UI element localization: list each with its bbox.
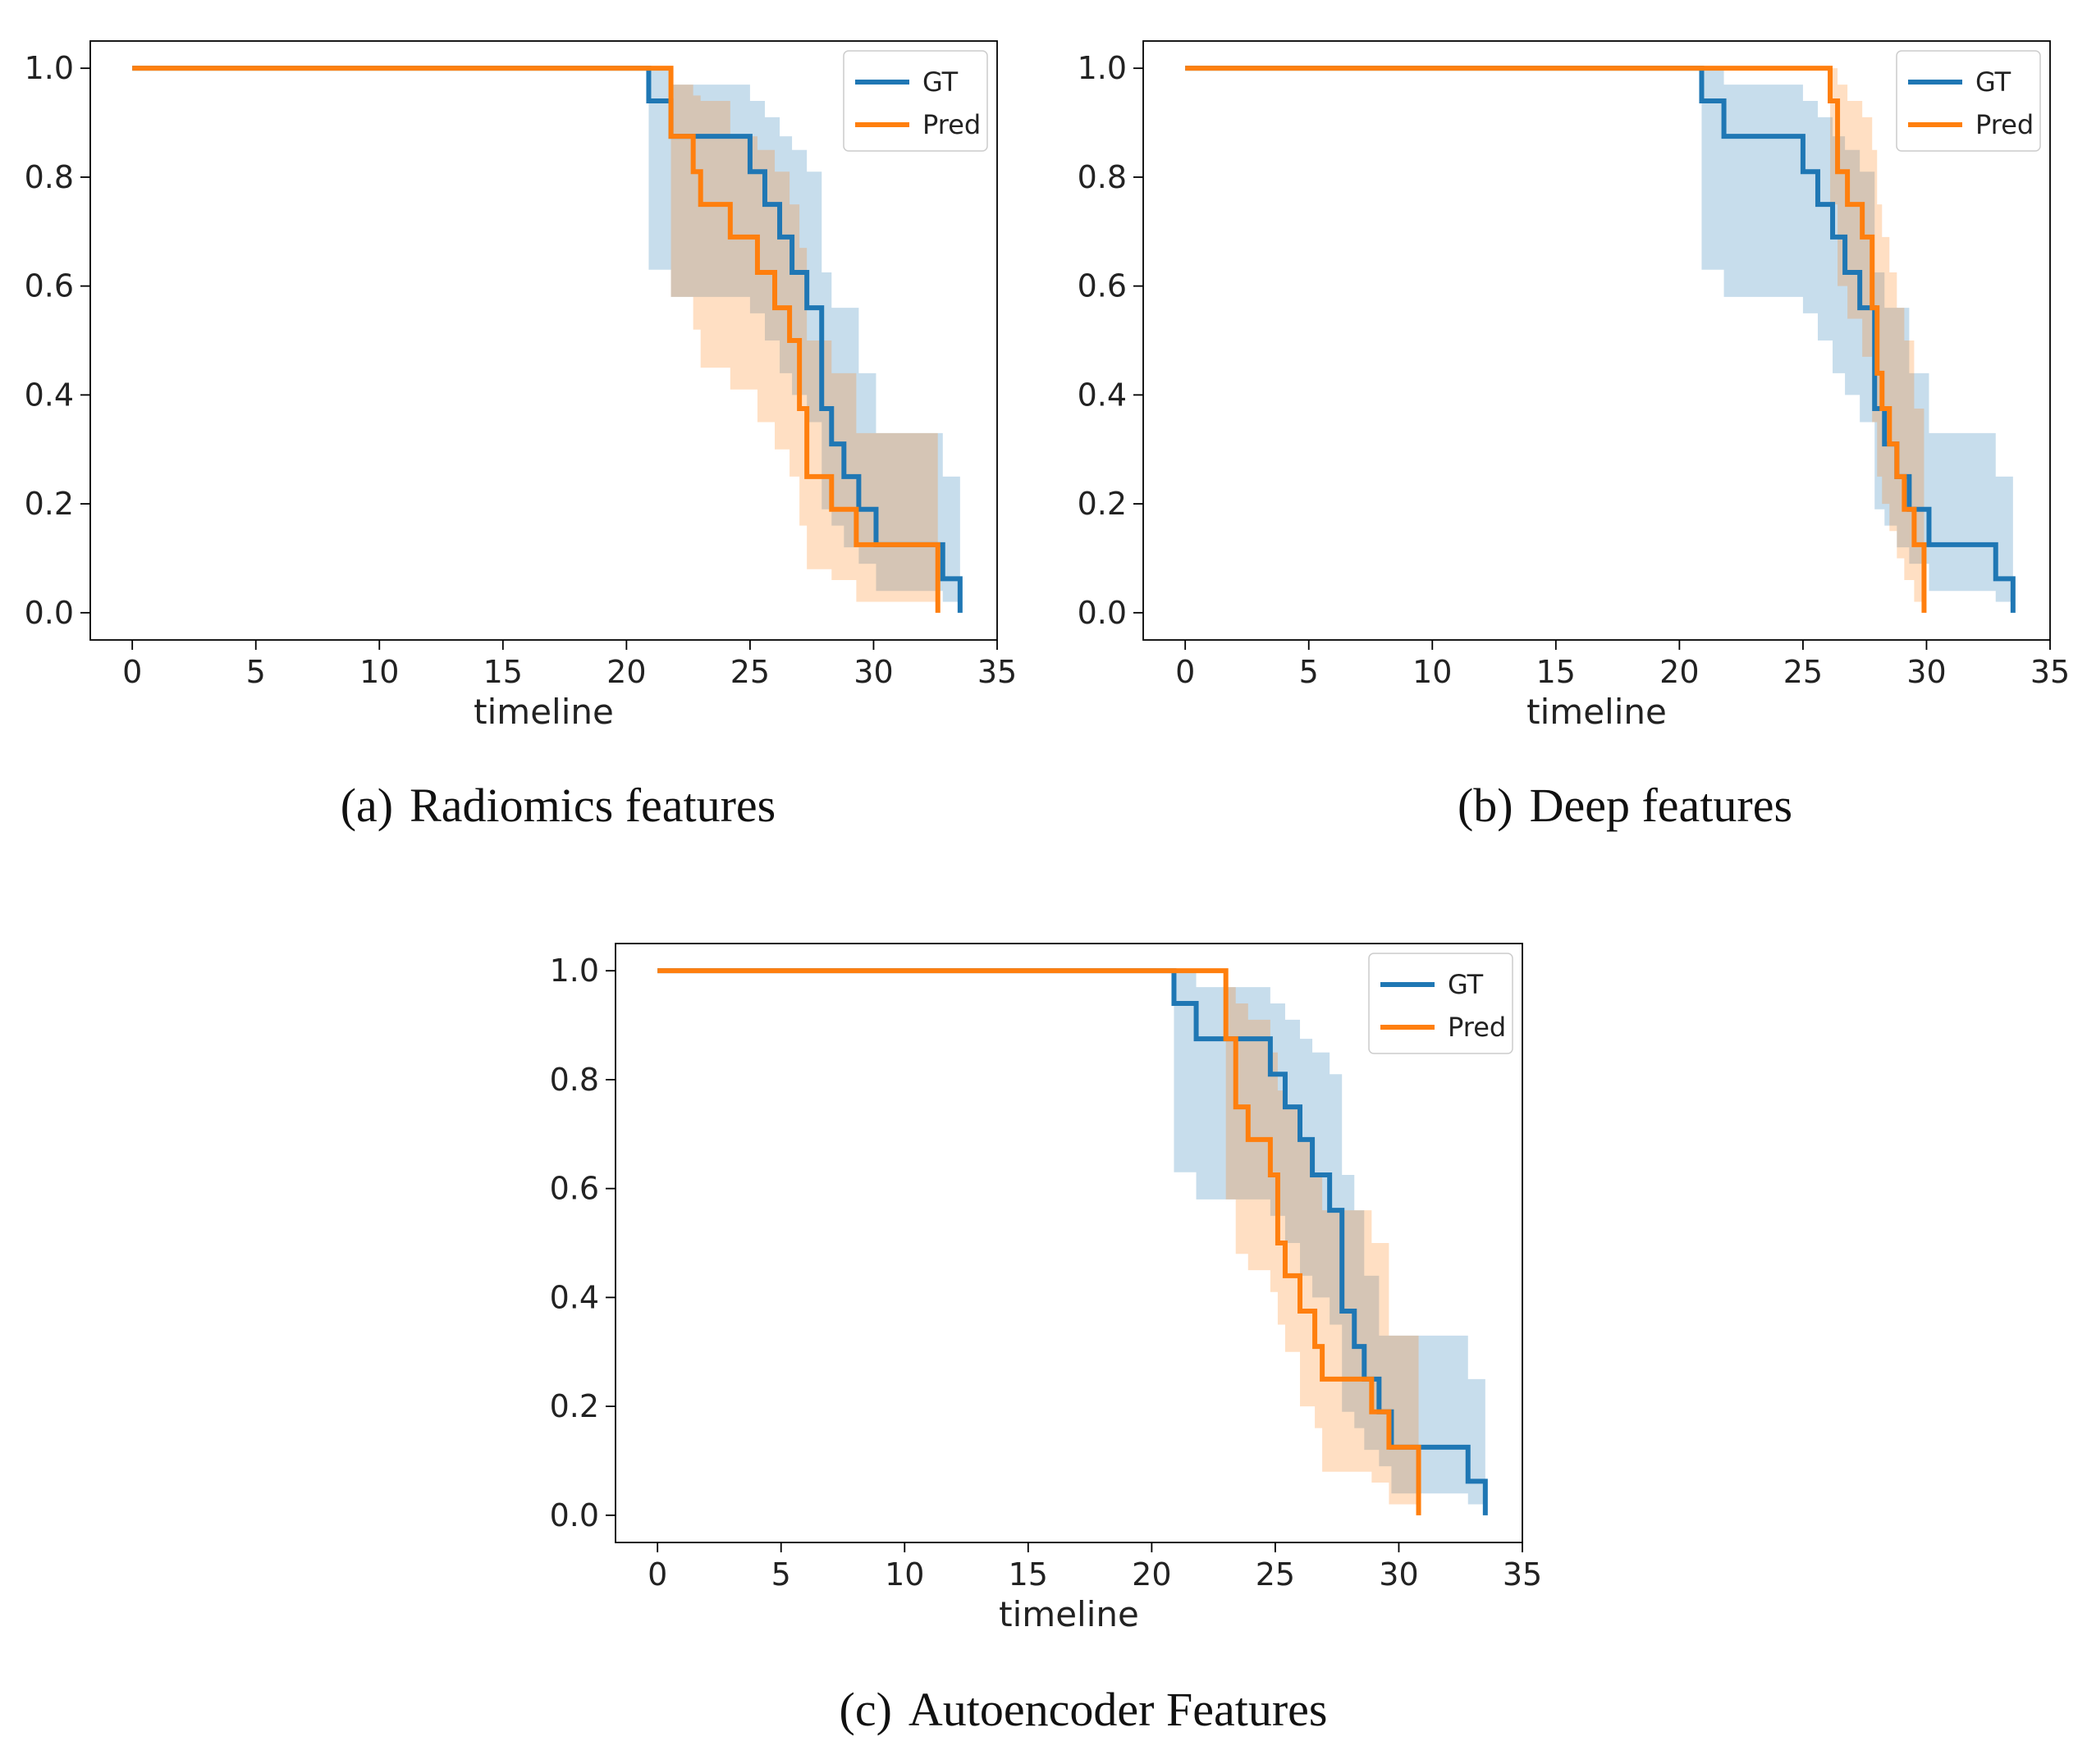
panel-b-ytick-label: 0.6 [1078, 268, 1127, 304]
panel-c-xtick-label: 25 [1256, 1556, 1295, 1593]
panel-b-ci-band-pred [1185, 68, 1925, 602]
caption-c: (c) Autoencoder Features [755, 1682, 1412, 1737]
panel-b-bands [1185, 68, 2013, 602]
panel-b-ytick-label: 0.4 [1078, 377, 1127, 413]
panel-a-ytick-label: 0.0 [25, 595, 74, 631]
panel-c-legend: GT Pred [1368, 953, 1513, 1054]
panel-b-line-pred [1185, 66, 1927, 613]
panel-c-xtick-label: 5 [771, 1556, 791, 1593]
chart-svg-a: 0 5 10 15 20 25 30 35 0.0 0.2 0.4 0.6 0.8 1.0 timeline… [25, 40, 1017, 732]
panel-b-ytick-label: 1.0 [1078, 50, 1127, 86]
panel-c-xtick-label: 20 [1132, 1556, 1171, 1593]
panel-c-xtick-label: 15 [1009, 1556, 1048, 1593]
panel-c-xlabel: timeline [999, 1594, 1139, 1634]
panel-b-xtick-label: 15 [1536, 654, 1576, 690]
panel-a-xlabel: timeline [474, 692, 614, 732]
panel-a-legend: GT Pred [843, 50, 988, 152]
panel-b-ytick-label: 0.2 [1078, 486, 1127, 522]
panel-b-legend-label-pred: Pred [1975, 109, 2034, 140]
panel-a-legend-label-gt: GT [922, 66, 959, 98]
panel-a-axes-frame [89, 40, 998, 641]
panel-a-xtick-label: 10 [359, 654, 399, 690]
panel-c-xtick-label: 30 [1379, 1556, 1418, 1593]
caption-tag-a: (a) [340, 779, 394, 832]
panel-c-ci-band-gt [657, 971, 1485, 1505]
panel-b-line-gt [1185, 66, 2016, 613]
panel-c-ytick-label: 0.2 [550, 1388, 599, 1424]
caption-tag-b: (b) [1457, 779, 1513, 832]
panel-c-xtick-label: 35 [1503, 1556, 1542, 1593]
panel-b-xtick-label: 20 [1659, 654, 1699, 690]
panel-b-axes-frame [1142, 40, 2051, 641]
panel-a-bands [132, 68, 960, 602]
panel-c-xtick-label: 10 [885, 1556, 924, 1593]
panel-b-legend-label-gt: GT [1975, 66, 2011, 98]
panel-c-axes-frame [615, 943, 1523, 1543]
chart-panel-b: 0 5 10 15 20 25 30 35 0.0 0.2 0.4 0.6 0.8 1.0 timeline… [1053, 16, 2087, 779]
panel-c-ytick-label: 0.4 [550, 1279, 599, 1315]
chart-svg-c: 0 5 10 15 20 25 30 35 0.0 0.2 0.4 0.6 0.8 1.0 timeline… [550, 943, 1542, 1634]
panel-c-ytick-label: 1.0 [550, 953, 599, 989]
panel-b-xtick-label: 25 [1783, 654, 1823, 690]
panel-c-ytick-label: 0.6 [550, 1171, 599, 1207]
panel-a-ytick-label: 0.4 [25, 377, 74, 413]
caption-b: (b) Deep features [1379, 778, 1871, 833]
panel-a-ytick-label: 1.0 [25, 50, 74, 86]
panel-b-legend: GT Pred [1896, 50, 2041, 152]
panel-b-xtick-label: 5 [1299, 654, 1319, 690]
panel-b-xtick-label: 35 [2030, 654, 2070, 690]
panel-a-ci-band-gt [132, 68, 960, 602]
chart-panel-c: 0 5 10 15 20 25 30 35 0.0 0.2 0.4 0.6 0.8 1.0 timeline… [525, 919, 1559, 1682]
panel-a-legend-label-pred: Pred [922, 109, 981, 140]
panel-b-ytick-label: 0.0 [1078, 595, 1127, 631]
panel-b-ci-band-gt [1185, 68, 2013, 602]
caption-text-a: Radiomics features [410, 779, 776, 832]
panel-a-xtick-label: 0 [122, 654, 142, 690]
panel-c-xtick-label: 0 [648, 1556, 667, 1593]
chart-svg-b: 0 5 10 15 20 25 30 35 0.0 0.2 0.4 0.6 0.8 1.0 timeline… [1078, 40, 2070, 732]
panel-b-xlabel: timeline [1526, 692, 1667, 732]
panel-c-legend-label-gt: GT [1448, 969, 1484, 1000]
panel-b-xtick-label: 30 [1906, 654, 1946, 690]
panel-c-legend-label-pred: Pred [1448, 1012, 1506, 1043]
panel-c-ytick-label: 0.8 [550, 1062, 599, 1098]
panel-a-xtick-label: 35 [977, 654, 1017, 690]
panel-a-ytick-label: 0.8 [25, 159, 74, 195]
panel-a-xtick-label: 30 [854, 654, 893, 690]
panel-a-xtick-label: 20 [606, 654, 646, 690]
panel-b-xtick-label: 10 [1412, 654, 1452, 690]
caption-a: (a) Radiomics features [312, 778, 804, 833]
panel-a-line-pred [132, 66, 941, 613]
panel-c-bands [657, 971, 1485, 1505]
panel-a-xtick-label: 5 [246, 654, 266, 690]
panel-b-xtick-label: 0 [1175, 654, 1195, 690]
chart-panel-a: 0 5 10 15 20 25 30 35 0.0 0.2 0.4 0.6 0.8 1.0 timeline… [0, 16, 1034, 779]
panel-a-ci-band-pred [132, 68, 938, 602]
panel-a-ytick-label: 0.2 [25, 486, 74, 522]
caption-text-c: Autoencoder Features [908, 1683, 1328, 1736]
panel-c-line-pred [657, 968, 1421, 1515]
caption-text-b: Deep features [1529, 779, 1793, 832]
caption-tag-c: (c) [839, 1683, 892, 1736]
panel-a-xtick-label: 25 [730, 654, 770, 690]
panel-a-ytick-label: 0.6 [25, 268, 74, 304]
panel-a-xtick-label: 15 [483, 654, 523, 690]
panel-b-ytick-label: 0.8 [1078, 159, 1127, 195]
panel-c-ytick-label: 0.0 [550, 1497, 599, 1533]
panel-c-ci-band-pred [657, 971, 1419, 1505]
